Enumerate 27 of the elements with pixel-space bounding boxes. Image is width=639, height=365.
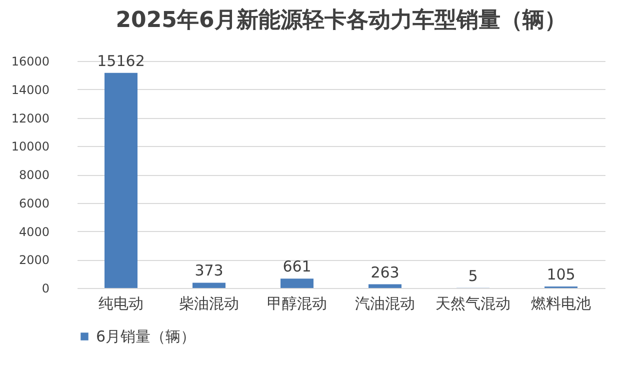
y-tick-label: 4000 — [18, 224, 50, 239]
data-label: 661 — [282, 258, 312, 276]
y-tick-label: 12000 — [11, 111, 50, 126]
legend-label: 6月销量（辆） — [96, 328, 196, 346]
y-tick-label: 8000 — [18, 168, 50, 182]
x-tick-label: 甲醇混动 — [267, 294, 327, 312]
y-tick-label: 16000 — [11, 54, 50, 68]
bar — [280, 278, 314, 288]
data-label: 15162 — [97, 52, 145, 70]
chart-title: 2025年6月新能源轻卡各动力车型销量（辆） — [116, 6, 566, 33]
x-tick-label: 纯电动 — [98, 294, 144, 312]
data-label: 105 — [546, 266, 576, 284]
data-label: 263 — [370, 263, 400, 282]
data-label: 373 — [194, 262, 224, 280]
y-tick-label: 10000 — [11, 140, 50, 154]
bar — [104, 72, 138, 288]
y-tick-label: 2000 — [18, 253, 50, 268]
x-tick-label: 柴油混动 — [179, 294, 239, 312]
y-tick-label: 6000 — [18, 196, 50, 210]
x-tick-label: 汽油混动 — [355, 294, 415, 312]
data-label: 5 — [468, 266, 478, 285]
bar — [368, 284, 402, 288]
y-tick-label: 14000 — [11, 82, 50, 97]
bar — [192, 282, 226, 288]
x-tick-label: 燃料电池 — [531, 294, 591, 312]
x-tick-label: 天然气混动 — [436, 294, 510, 312]
y-tick-label: 0 — [42, 282, 50, 296]
